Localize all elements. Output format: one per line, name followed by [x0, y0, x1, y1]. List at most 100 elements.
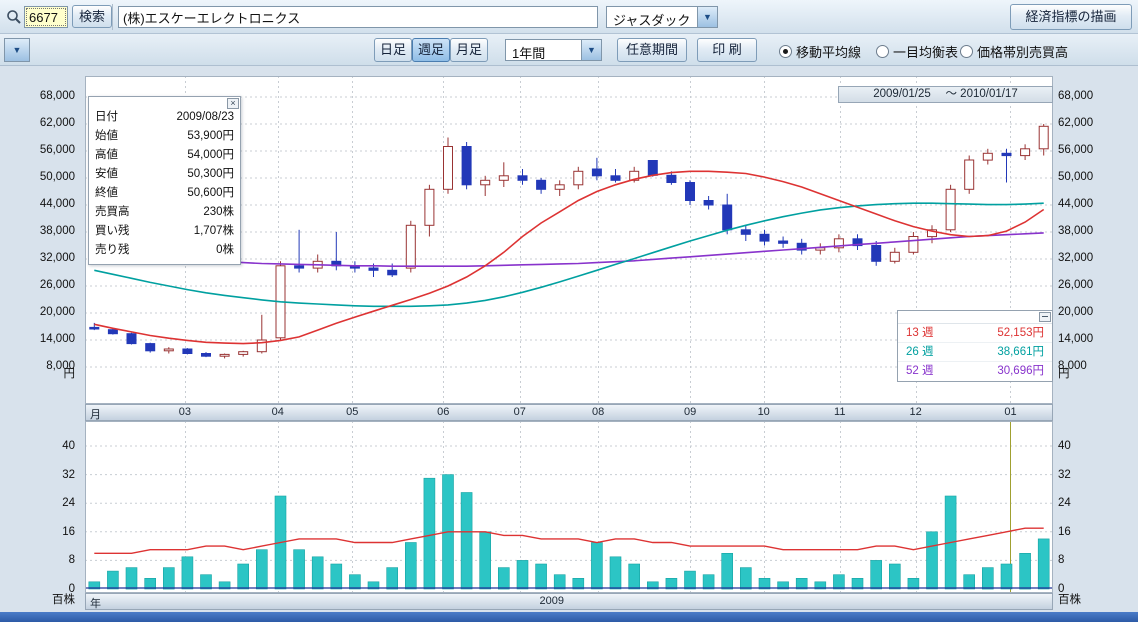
- radio-moving-average-label: 移動平均線: [796, 45, 862, 60]
- year-axis-unit: 年: [90, 598, 101, 610]
- chevron-down-icon[interactable]: ▼: [581, 40, 601, 60]
- axis-label: 32: [62, 468, 75, 481]
- year-tick: 2009: [539, 595, 565, 607]
- axis-label: 62,000: [1058, 117, 1094, 129]
- axis-label: 20,000: [1058, 306, 1094, 318]
- month-tick: 01: [1004, 406, 1017, 418]
- axis-label: 26,000: [39, 279, 75, 291]
- market-dropdown-value: ジャスダック: [613, 13, 691, 28]
- tooltip-value: 1,707株: [193, 225, 234, 237]
- axis-label: 円: [63, 368, 76, 380]
- axis-label: 62,000: [39, 117, 75, 129]
- axis-label: 24: [62, 497, 75, 510]
- tooltip-label: 売買高: [95, 206, 130, 218]
- radio-ichimoku[interactable]: 一目均衡表: [876, 42, 958, 61]
- tab-daily[interactable]: 日足: [374, 38, 412, 62]
- month-tick: 07: [513, 406, 526, 418]
- month-tick: 03: [178, 406, 191, 418]
- left-axis: 68,000 62,000 56,000 50,000 44,000 38,000 32,0…: [0, 66, 80, 612]
- chart-options-dropdown[interactable]: ▼: [4, 38, 30, 62]
- close-icon[interactable]: ×: [227, 98, 239, 109]
- month-tick: 10: [757, 406, 770, 418]
- month-tick: 12: [909, 406, 922, 418]
- volume-chart[interactable]: [85, 421, 1053, 593]
- axis-label: 24: [1058, 497, 1071, 510]
- axis-label: 50,000: [1058, 171, 1094, 183]
- tooltip-value: 50,600円: [187, 187, 234, 199]
- axis-label: 32,000: [1058, 252, 1094, 264]
- ma26-value: 38,661円: [997, 346, 1044, 358]
- axis-label: 8,000: [1058, 360, 1087, 372]
- tooltip-value: 2009/08/23: [176, 111, 234, 123]
- month-tick: 11: [834, 406, 846, 418]
- minimize-icon[interactable]: [1039, 312, 1051, 322]
- tab-monthly[interactable]: 月足: [450, 38, 488, 62]
- axis-label: 20,000: [39, 306, 75, 318]
- axis-label: 0: [1058, 583, 1065, 595]
- tooltip-value: 230株: [203, 206, 234, 218]
- axis-label: 16: [1058, 525, 1071, 538]
- axis-label: 8,000: [46, 360, 75, 372]
- market-dropdown[interactable]: ジャスダック ▼: [606, 6, 718, 28]
- axis-label: 40: [62, 440, 75, 452]
- axis-label: 38,000: [39, 225, 75, 237]
- axis-label: 68,000: [1058, 90, 1094, 102]
- radio-price-volume[interactable]: 価格帯別売買高: [960, 42, 1068, 61]
- tooltip-label: 売り残: [95, 244, 130, 256]
- price-chart[interactable]: [85, 76, 1053, 404]
- ma26-label: 26 週: [906, 346, 934, 358]
- search-icon[interactable]: [6, 9, 22, 25]
- axis-label: 44,000: [39, 198, 75, 210]
- axis-label: 8: [1058, 554, 1065, 567]
- top-toolbar: 検索 ジャスダック ▼ 経済指標の描画: [0, 0, 1138, 34]
- tooltip-label: 高値: [95, 149, 118, 161]
- ma-legend: 13 週 52,153円 26 週 38,661円 52 週 30,696円: [897, 310, 1053, 382]
- axis-label: 0: [68, 583, 75, 595]
- period-dropdown-value: 1年間: [512, 46, 546, 61]
- tooltip-value: 50,300円: [187, 168, 234, 180]
- tab-weekly[interactable]: 週足: [412, 38, 450, 62]
- tooltip-value: 54,000円: [187, 149, 234, 161]
- ma13-label: 13 週: [906, 327, 934, 339]
- month-tick: 04: [271, 406, 284, 418]
- search-button[interactable]: 検索: [72, 5, 112, 28]
- right-axis: 68,000 62,000 56,000 50,000 44,000 38,000 32,0…: [1056, 66, 1136, 612]
- axis-label: 32,000: [39, 252, 75, 264]
- stock-code-input[interactable]: [24, 6, 68, 28]
- radio-price-volume-label: 価格帯別売買高: [977, 45, 1069, 60]
- axis-label: 44,000: [1058, 198, 1094, 210]
- data-tooltip: × 日付 2009/08/23 始値 53,900円 高値 54,000円 安値 50,…: [88, 96, 241, 265]
- axis-label: 68,000: [39, 90, 75, 102]
- ma13-value: 52,153円: [997, 327, 1044, 339]
- radio-selected-icon: [779, 45, 792, 58]
- axis-label: 百株: [1058, 594, 1081, 606]
- axis-label: 32: [1058, 468, 1071, 481]
- custom-period-button[interactable]: 任意期間: [617, 38, 687, 62]
- axis-label: 40: [1058, 440, 1071, 452]
- axis-label: 百株: [52, 594, 75, 606]
- axis-label: 26,000: [1058, 279, 1094, 291]
- month-tick: 05: [346, 406, 359, 418]
- month-axis: 月 03 04 05 06 07 08 09 10 11 12 01: [85, 404, 1053, 421]
- toolbar-divider: [112, 4, 113, 30]
- axis-label: 38,000: [1058, 225, 1094, 237]
- axis-label: 50,000: [39, 171, 75, 183]
- company-name-input[interactable]: [118, 6, 598, 28]
- axis-label: 56,000: [1058, 144, 1094, 156]
- radio-moving-average[interactable]: 移動平均線: [779, 42, 861, 61]
- chevron-down-icon[interactable]: ▼: [5, 39, 29, 61]
- tooltip-label: 終値: [95, 187, 118, 199]
- axis-label: 8: [68, 554, 75, 567]
- month-axis-unit: 月: [90, 409, 101, 421]
- axis-label: 14,000: [1058, 333, 1094, 345]
- period-dropdown[interactable]: 1年間 ▼: [505, 39, 602, 61]
- economic-indicator-button[interactable]: 経済指標の描画: [1010, 4, 1132, 30]
- month-tick: 08: [592, 406, 605, 418]
- chevron-down-icon[interactable]: ▼: [697, 7, 717, 27]
- print-button[interactable]: 印 刷: [697, 38, 757, 62]
- tooltip-value: 0株: [216, 244, 234, 256]
- axis-label: 14,000: [39, 333, 75, 345]
- radio-unselected-icon: [960, 45, 973, 58]
- chart-panel: 68,000 62,000 56,000 50,000 44,000 38,000 32,0…: [0, 66, 1138, 612]
- axis-label: 16: [62, 525, 75, 538]
